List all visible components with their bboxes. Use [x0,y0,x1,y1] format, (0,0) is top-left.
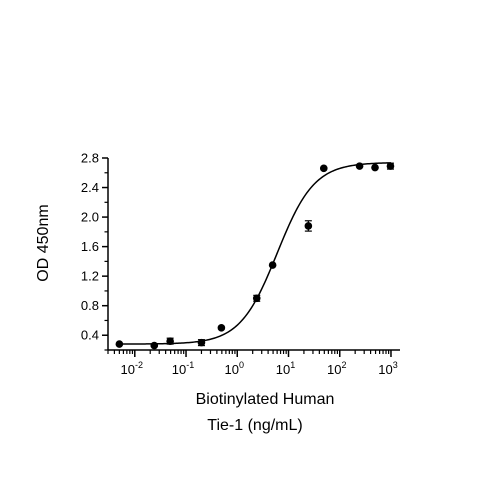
data-point [304,222,313,230]
x-axis-title-line-1: Biotinylated Human [196,391,335,408]
y-tick-label: 0.4 [81,328,99,343]
x-tick-label: 10-2 [121,360,143,377]
data-point [319,164,328,173]
y-tick-label: 1.6 [81,239,99,254]
data-point [197,338,206,347]
data-point [252,294,261,303]
y-tick-label: 0.8 [81,298,99,313]
data-point [355,162,364,170]
data-point [268,261,277,269]
x-tick-label: 102 [327,360,346,377]
x-tick-label: 103 [378,360,397,377]
data-point [150,341,159,350]
y-tick-label: 2.4 [81,180,99,195]
data-point [166,337,174,345]
x-tick-label: 101 [276,360,295,377]
y-tick-label: 2.8 [81,151,99,166]
y-tick-label: 1.2 [81,269,99,284]
y-ticks: 0.4 0.8 1.2 1.6 2.0 2.4 2.8 [81,151,108,351]
x-tick-label: 100 [225,360,244,377]
y-tick-label: 2.0 [81,210,99,225]
data-point [371,163,379,172]
x-ticks: 10-2 10-1 100 101 102 103 [107,350,398,377]
fit-curve [119,162,391,345]
x-axis-title-line-2: Tie-1 (ng/mL) [207,417,302,434]
data-point [217,324,226,332]
y-axis-title: OD 450nm [35,204,52,281]
data-point [115,340,124,348]
data-point [386,162,395,170]
axes [107,158,400,351]
x-tick-label: 10-1 [172,360,194,377]
data-points [115,162,395,350]
